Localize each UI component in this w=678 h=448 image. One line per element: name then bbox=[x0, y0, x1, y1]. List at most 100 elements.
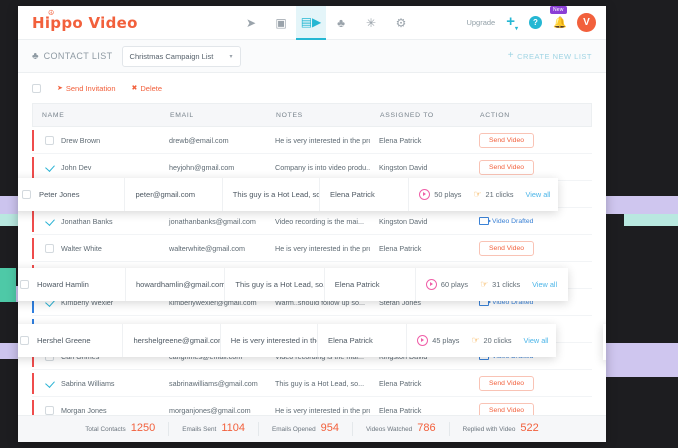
row-status-bar bbox=[32, 238, 34, 259]
footer-stat-label: Videos Watched bbox=[366, 426, 413, 433]
bulk-action-toolbar: ➤ Send Invitation ✖ Delete bbox=[18, 73, 606, 103]
contact-name: Jonathan Banks bbox=[61, 216, 113, 226]
column-header-name: NAME bbox=[42, 111, 65, 119]
plays-stat: 50 plays bbox=[419, 178, 461, 211]
table-row[interactable]: Drew Brown drewb@email.com He is very inte… bbox=[32, 127, 592, 154]
footer-stat-value: 522 bbox=[520, 422, 539, 434]
view-all-link[interactable]: View all bbox=[532, 280, 558, 289]
send-icon: ➤ bbox=[57, 85, 63, 92]
footer-stat: Replied with Video 522 bbox=[450, 422, 552, 436]
play-icon bbox=[419, 189, 431, 200]
view-all-link[interactable]: View all bbox=[525, 190, 551, 199]
delete-button[interactable]: ✖ Delete bbox=[132, 84, 163, 93]
cell-action: Send Video bbox=[470, 159, 590, 175]
footer-stat: Emails Sent 1104 bbox=[169, 422, 259, 436]
footer-stat-label: Emails Opened bbox=[271, 426, 316, 433]
cell-notes: Warm..should follow up so... bbox=[275, 297, 366, 307]
delete-label: Delete bbox=[140, 83, 163, 93]
cell-email: howardhamlin@gmail.com bbox=[126, 268, 226, 301]
video-icon[interactable]: ▤▶ bbox=[296, 6, 326, 40]
cell-notes: This guy is a Hot Lead, so... bbox=[225, 268, 325, 301]
footer-stat-value: 786 bbox=[417, 422, 436, 434]
row-status-bar bbox=[32, 130, 34, 151]
row-checkbox[interactable] bbox=[45, 216, 54, 226]
plays-label: 60 plays bbox=[440, 280, 469, 289]
contacts-icon[interactable]: ♣ bbox=[337, 15, 345, 30]
row-checkbox[interactable] bbox=[45, 378, 54, 388]
integrations-icon[interactable]: ✳ bbox=[365, 15, 377, 30]
help-icon[interactable]: ? bbox=[529, 16, 542, 29]
row-checkbox[interactable] bbox=[20, 336, 29, 345]
row-checkbox[interactable] bbox=[45, 405, 54, 415]
cell-notes: He is very interested in the prod... bbox=[275, 243, 370, 253]
contact-name: Peter Jones bbox=[39, 190, 80, 199]
settings-gear-icon[interactable]: ⚙ bbox=[395, 15, 407, 30]
video-drafted-status[interactable]: Video Drafted bbox=[479, 217, 590, 225]
send-video-button[interactable]: Send Video bbox=[479, 240, 535, 256]
cell-name: Sabrina Williams bbox=[32, 378, 160, 388]
notifications-bell[interactable]: New 🔔 bbox=[550, 6, 567, 29]
contact-list-select[interactable]: Christmas Campaign List ▾ bbox=[121, 45, 241, 67]
highlighted-contact-row[interactable]: Peter Jones peter@gmail.com This guy is a … bbox=[18, 178, 558, 211]
footer-stat: Total Contacts 1250 bbox=[72, 422, 170, 436]
decor-strip-green bbox=[0, 268, 16, 302]
cell-name: Peter Jones bbox=[18, 178, 126, 211]
avatar[interactable]: V bbox=[577, 13, 596, 32]
column-header-assigned: ASSIGNED TO bbox=[380, 111, 434, 119]
table-row[interactable]: Jonathan Banks jonathanbanks@gmail.com Vid… bbox=[32, 208, 592, 235]
contact-name: Kimberly Wexler bbox=[61, 297, 114, 307]
row-status-bar bbox=[32, 157, 34, 178]
select-all-checkbox[interactable] bbox=[32, 83, 41, 93]
highlighted-contact-row[interactable]: Howard Hamlin howardhamlin@gmail.com This … bbox=[18, 268, 568, 301]
view-all-link[interactable]: View all bbox=[523, 336, 549, 345]
add-plus-icon[interactable]: +▾ bbox=[506, 12, 518, 32]
row-checkbox[interactable] bbox=[22, 190, 31, 199]
rocket-icon[interactable]: ➤ bbox=[245, 15, 257, 30]
row-status-bar bbox=[32, 292, 34, 313]
table-row[interactable]: Walter White walterwhite@gmail.com He is v… bbox=[32, 235, 592, 262]
cell-email: kimberlywexler@gmail.com bbox=[169, 297, 257, 307]
row-checkbox[interactable] bbox=[45, 243, 54, 253]
upgrade-link[interactable]: Upgrade bbox=[466, 18, 496, 27]
cell-email: sabrinawilliams@gmail.com bbox=[169, 378, 258, 388]
cell-name: Howard Hamlin bbox=[18, 268, 126, 301]
cell-action: Send Video bbox=[470, 132, 590, 148]
play-icon bbox=[417, 335, 429, 346]
send-video-button[interactable]: Send Video bbox=[479, 159, 535, 175]
clicks-stat: ☞ 20 clicks bbox=[471, 324, 511, 357]
column-header-action: ACTION bbox=[480, 111, 510, 119]
plays-stat: 60 plays bbox=[425, 268, 469, 301]
footer-stat-label: Total Contacts bbox=[85, 426, 126, 433]
table-row[interactable]: John Dev heyjohn@gmail.com Company is into… bbox=[32, 154, 592, 181]
cell-email: peter@gmail.com bbox=[125, 178, 223, 211]
video-icon bbox=[479, 217, 491, 225]
app-logo[interactable]: ☮ Hippo Video bbox=[32, 9, 138, 32]
contact-name: Hershel Greene bbox=[37, 336, 91, 345]
send-video-button[interactable]: Send Video bbox=[479, 375, 535, 391]
view-all-tooltip[interactable]: View all bbox=[603, 324, 606, 360]
hippo-mark-icon: ☮ bbox=[48, 8, 55, 17]
send-video-button[interactable]: Send Video bbox=[479, 132, 535, 148]
cell-name: Drew Brown bbox=[32, 135, 160, 145]
clicks-label: 21 clicks bbox=[485, 190, 514, 199]
contacts-group-icon: ♣ bbox=[32, 50, 39, 62]
table-row[interactable]: Sabrina Williams sabrinawilliams@gmail.co… bbox=[32, 370, 592, 397]
row-checkbox[interactable] bbox=[20, 280, 29, 289]
highlighted-contact-row[interactable]: Hershel Greene hershelgreene@gmail.com He … bbox=[18, 324, 556, 357]
cell-action: Send Video bbox=[470, 375, 590, 391]
cell-notes: This guy is a Hot Lead, so... bbox=[223, 178, 321, 211]
plus-icon: + bbox=[507, 50, 515, 61]
decor-strip-right-teal bbox=[624, 214, 678, 226]
row-checkbox[interactable] bbox=[45, 135, 54, 145]
create-new-list-button[interactable]: + CREATE NEW LIST bbox=[508, 51, 592, 61]
library-icon[interactable]: ▣ bbox=[275, 15, 287, 30]
send-invitation-button[interactable]: ➤ Send Invitation bbox=[57, 84, 116, 93]
cell-name: Morgan Jones bbox=[32, 405, 160, 415]
row-checkbox[interactable] bbox=[45, 162, 54, 172]
cell-email: walterwhite@gmail.com bbox=[169, 243, 245, 253]
cell-name: John Dev bbox=[32, 162, 160, 172]
column-header-notes: NOTES bbox=[276, 111, 303, 119]
cell-email: hershelgreene@gmail.com bbox=[123, 324, 221, 357]
clicks-stat: ☞ 21 clicks bbox=[473, 178, 513, 211]
cell-assigned: Elena Patrick bbox=[320, 178, 410, 211]
